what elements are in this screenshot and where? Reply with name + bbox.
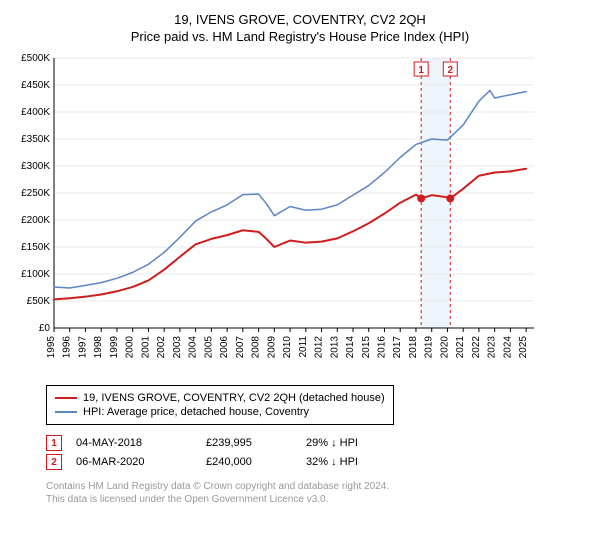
svg-text:2023: 2023	[487, 336, 498, 359]
svg-text:£100K: £100K	[21, 269, 50, 280]
svg-text:2003: 2003	[172, 336, 183, 359]
svg-text:2000: 2000	[125, 336, 136, 359]
legend-item: HPI: Average price, detached house, Cove…	[55, 406, 385, 418]
svg-text:2015: 2015	[361, 336, 372, 359]
chart-svg: £0 £50K £100K £150K £200K £250K £300K £350K £400…	[10, 52, 550, 372]
svg-text:£250K: £250K	[21, 188, 50, 199]
sale-row: 2 06-MAR-2020£240,00032% ↓ HPI	[46, 454, 590, 470]
svg-text:£0: £0	[39, 323, 51, 334]
svg-text:2018: 2018	[408, 336, 419, 359]
svg-text:2012: 2012	[314, 336, 325, 359]
svg-text:1998: 1998	[93, 336, 104, 359]
svg-text:2005: 2005	[203, 336, 214, 359]
svg-text:2017: 2017	[392, 336, 403, 359]
sale-marker: 2	[46, 454, 62, 470]
svg-text:2016: 2016	[376, 336, 387, 359]
svg-text:2004: 2004	[188, 336, 199, 359]
svg-text:2007: 2007	[235, 336, 246, 359]
legend-label: 19, IVENS GROVE, COVENTRY, CV2 2QH (deta…	[83, 392, 385, 404]
svg-text:2021: 2021	[455, 336, 466, 359]
sale-vs-hpi: 29% ↓ HPI	[306, 437, 358, 449]
svg-text:1997: 1997	[77, 336, 88, 359]
footer-line-1: Contains HM Land Registry data © Crown c…	[46, 480, 590, 493]
svg-text:2006: 2006	[219, 336, 230, 359]
legend: 19, IVENS GROVE, COVENTRY, CV2 2QH (deta…	[46, 385, 394, 425]
svg-text:£150K: £150K	[21, 242, 50, 253]
page-title: 19, IVENS GROVE, COVENTRY, CV2 2QH	[10, 12, 590, 27]
svg-text:2: 2	[447, 65, 453, 76]
footer-line-2: This data is licensed under the Open Gov…	[46, 493, 590, 506]
svg-text:2024: 2024	[502, 336, 513, 359]
svg-text:2010: 2010	[282, 336, 293, 359]
sale-vs-hpi: 32% ↓ HPI	[306, 456, 358, 468]
sales-list: 1 04-MAY-2018£239,99529% ↓ HPI 2 06-MAR-202…	[46, 435, 590, 470]
sale-date: 04-MAY-2018	[76, 437, 206, 449]
sale-price: £239,995	[206, 437, 306, 449]
svg-text:2013: 2013	[329, 336, 340, 359]
svg-text:2014: 2014	[345, 336, 356, 359]
svg-text:1996: 1996	[62, 336, 73, 359]
legend-swatch	[55, 411, 77, 413]
sale-marker: 1	[46, 435, 62, 451]
legend-item: 19, IVENS GROVE, COVENTRY, CV2 2QH (deta…	[55, 392, 385, 404]
svg-text:£350K: £350K	[21, 134, 50, 145]
svg-text:2002: 2002	[156, 336, 167, 359]
svg-text:2025: 2025	[518, 336, 529, 359]
svg-text:2001: 2001	[140, 336, 151, 359]
sale-price: £240,000	[206, 456, 306, 468]
legend-label: HPI: Average price, detached house, Cove…	[83, 406, 309, 418]
svg-text:£300K: £300K	[21, 161, 50, 172]
svg-text:£50K: £50K	[27, 296, 51, 307]
svg-text:1999: 1999	[109, 336, 120, 359]
svg-text:1995: 1995	[46, 336, 57, 359]
svg-text:£500K: £500K	[21, 53, 50, 64]
svg-text:£450K: £450K	[21, 80, 50, 91]
sale-row: 1 04-MAY-2018£239,99529% ↓ HPI	[46, 435, 590, 451]
svg-text:1: 1	[418, 65, 424, 76]
svg-text:£400K: £400K	[21, 107, 50, 118]
legend-swatch	[55, 397, 77, 399]
svg-text:2009: 2009	[266, 336, 277, 359]
svg-text:2019: 2019	[424, 336, 435, 359]
svg-text:2022: 2022	[471, 336, 482, 359]
footer-attribution: Contains HM Land Registry data © Crown c…	[46, 480, 590, 506]
price-chart: £0 £50K £100K £150K £200K £250K £300K £350K £400…	[10, 52, 590, 377]
svg-text:2011: 2011	[298, 336, 309, 358]
svg-text:2020: 2020	[439, 336, 450, 359]
sale-date: 06-MAR-2020	[76, 456, 206, 468]
page-subtitle: Price paid vs. HM Land Registry's House …	[10, 29, 590, 44]
svg-text:£200K: £200K	[21, 215, 50, 226]
svg-text:2008: 2008	[251, 336, 262, 359]
